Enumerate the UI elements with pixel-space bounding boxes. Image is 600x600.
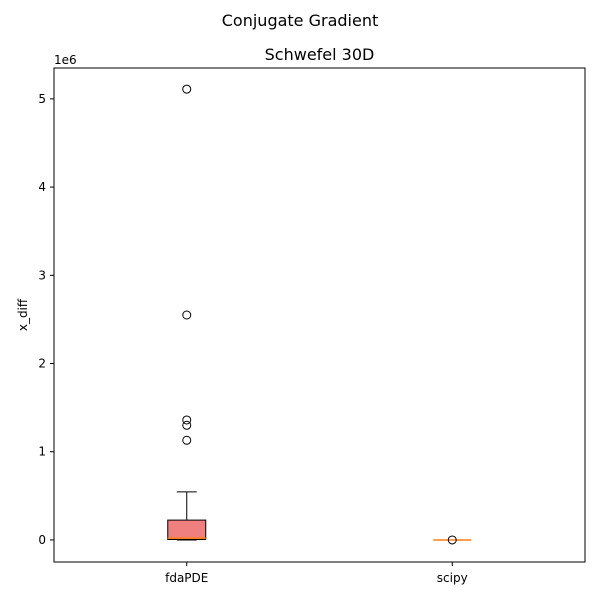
chart-title: Schwefel 30D bbox=[265, 45, 375, 64]
plot-layer: 0 1 2 3 4 5 fdaPDE scipy bbox=[38, 84, 472, 585]
outlier-point bbox=[182, 415, 192, 425]
outlier-point bbox=[182, 420, 192, 430]
outlier-point bbox=[182, 435, 192, 445]
y-axis-label: x_diff bbox=[16, 298, 30, 331]
y-tick-label: 1 bbox=[38, 445, 46, 459]
figure-suptitle: Conjugate Gradient bbox=[222, 11, 379, 30]
y-tick-label: 5 bbox=[38, 92, 46, 106]
y-tick-label: 3 bbox=[38, 268, 46, 282]
outlier-point bbox=[182, 84, 192, 94]
y-offset-label: 1e6 bbox=[54, 53, 77, 67]
plot-frame bbox=[53, 67, 586, 563]
x-tick-label: scipy bbox=[437, 571, 468, 585]
y-tick-label: 4 bbox=[38, 180, 46, 194]
outlier-point bbox=[182, 310, 192, 320]
x-tick-label: fdaPDE bbox=[165, 571, 208, 585]
y-tick-label: 2 bbox=[38, 357, 46, 371]
outlier-point bbox=[447, 535, 457, 545]
box-iqr bbox=[167, 519, 207, 541]
y-tick-label: 0 bbox=[38, 533, 46, 547]
